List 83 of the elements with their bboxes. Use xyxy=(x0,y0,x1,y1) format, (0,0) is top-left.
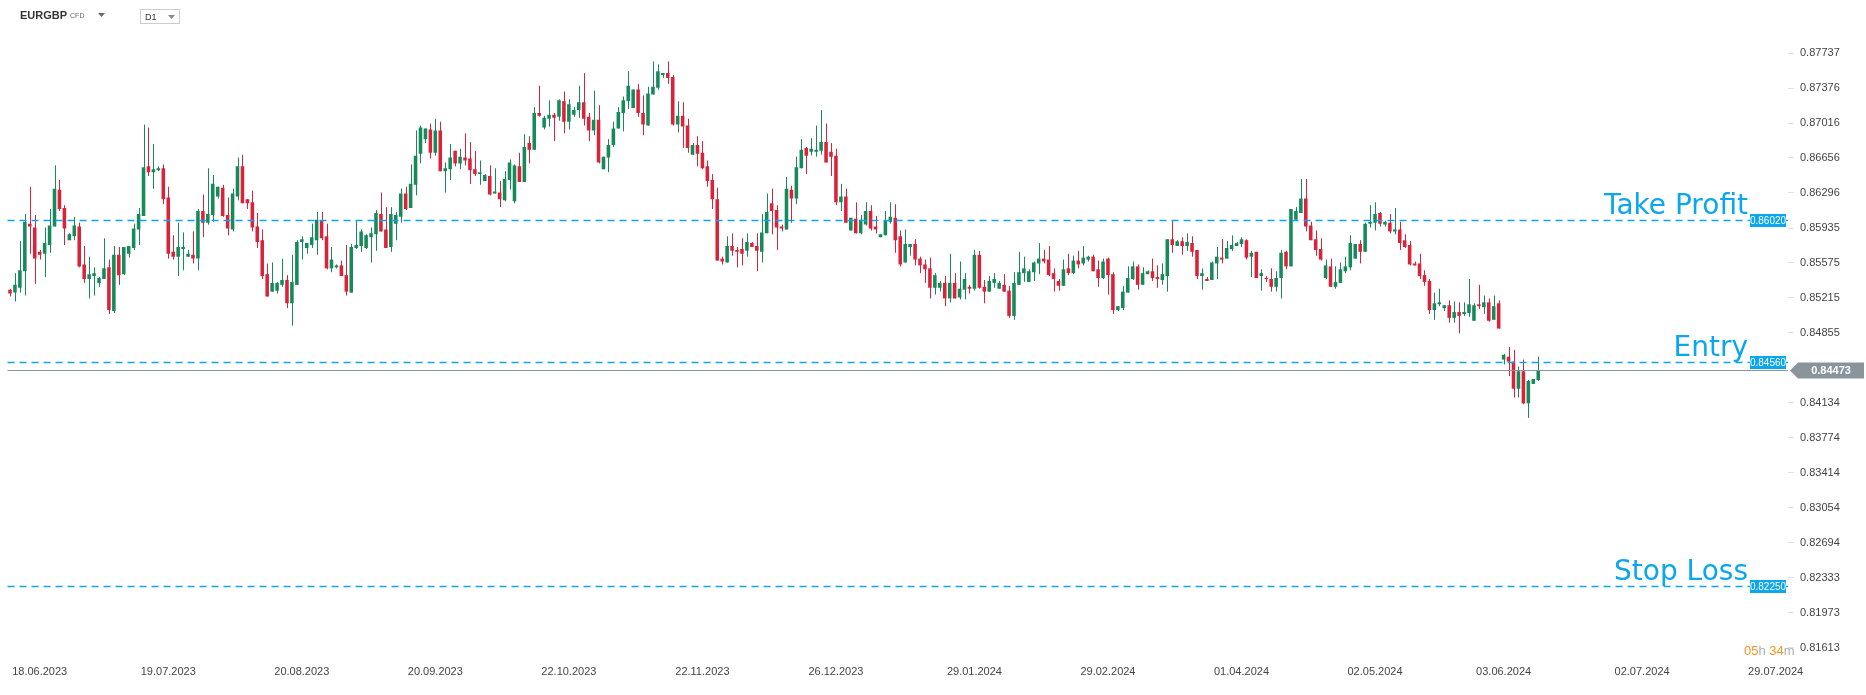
candlestick xyxy=(804,146,809,175)
candlestick xyxy=(759,213,764,263)
annotation: 05h 34m xyxy=(1744,643,1795,658)
candlestick xyxy=(458,148,462,170)
y-tick-label: 0.83414 xyxy=(1800,465,1840,478)
x-tick-label: 19.07.2023 xyxy=(140,665,196,678)
y-tick-label: 0.86296 xyxy=(1800,185,1840,198)
y-tick-label: 0.87737 xyxy=(1800,46,1840,59)
candlestick xyxy=(725,235,729,263)
candlestick xyxy=(28,186,32,255)
candlestick xyxy=(636,83,640,118)
x-tick-label: 29.07.2024 xyxy=(1748,665,1804,678)
y-tick-label: 0.85935 xyxy=(1800,221,1840,234)
x-tick-label: 29.02.2024 xyxy=(1080,665,1136,678)
y-tick-label: 0.87016 xyxy=(1800,116,1840,129)
y-tick-label: 0.84855 xyxy=(1800,325,1840,338)
ref-line-label: 0.86020 xyxy=(1749,214,1787,226)
x-tick-label: 20.08.2023 xyxy=(274,665,330,678)
x-tick-label: 02.05.2024 xyxy=(1347,665,1403,678)
candlestick xyxy=(1358,239,1362,264)
candlestick xyxy=(1269,267,1273,293)
candlestick xyxy=(557,98,561,122)
x-tick-label: 03.06.2024 xyxy=(1476,665,1532,678)
candlestick xyxy=(1447,299,1451,324)
y-tick-label: 0.83774 xyxy=(1800,430,1840,443)
candlestick xyxy=(478,160,482,186)
x-tick-label: 01.04.2024 xyxy=(1213,665,1270,678)
candlestick xyxy=(641,94,645,136)
candlestick xyxy=(1482,295,1486,315)
candlestick xyxy=(151,143,156,190)
y-tick-label: 0.84134 xyxy=(1800,395,1840,408)
ref-line-label: 0.82250 xyxy=(1749,580,1787,592)
y-tick-label: 0.81613 xyxy=(1800,640,1840,653)
y-tick-label: 0.83054 xyxy=(1800,500,1840,513)
x-tick-label: 18.06.2023 xyxy=(12,665,68,678)
candlestick xyxy=(117,246,121,286)
candlestick xyxy=(552,112,556,142)
candlestick xyxy=(1536,356,1541,382)
candlestick xyxy=(443,161,448,194)
candlestick xyxy=(1457,301,1461,334)
x-tick-label: 02.07.2024 xyxy=(1614,665,1670,678)
candlestick xyxy=(1393,207,1397,235)
chart-title: EURGBP xyxy=(20,9,68,21)
x-tick-label: 20.09.2023 xyxy=(407,665,463,678)
x-tick-label: 22.10.2023 xyxy=(541,665,597,678)
candlestick xyxy=(1477,284,1481,310)
candlestick xyxy=(839,183,843,212)
candlestick xyxy=(1170,220,1175,254)
candlestick xyxy=(1259,268,1264,292)
candlestick xyxy=(562,91,566,134)
candlestick xyxy=(537,85,541,118)
y-tick-label: 0.85575 xyxy=(1800,256,1840,269)
candlestick xyxy=(300,235,304,261)
x-tick-label: 26.12.2023 xyxy=(808,665,864,678)
annotation: Take Profit xyxy=(1602,187,1749,221)
candlestick xyxy=(285,274,289,309)
x-tick-label: 22.11.2023 xyxy=(675,665,730,678)
candlestick xyxy=(201,194,205,238)
annotation: Stop Loss xyxy=(1614,553,1748,587)
candlestick xyxy=(1487,297,1491,323)
candlestick xyxy=(1284,250,1288,270)
candlestick xyxy=(1388,213,1392,234)
annotation: Entry xyxy=(1673,329,1748,363)
candlestick xyxy=(1081,245,1086,266)
candlestick xyxy=(1200,267,1204,291)
candlestick xyxy=(1210,261,1214,281)
ref-line-label: 0.84473 xyxy=(1811,364,1851,377)
candlestick xyxy=(1452,300,1456,324)
y-tick-label: 0.87376 xyxy=(1800,81,1840,94)
candlestick xyxy=(191,230,195,264)
candlestick xyxy=(1274,270,1278,293)
y-tick-label: 0.82333 xyxy=(1800,570,1840,583)
y-tick-label: 0.82694 xyxy=(1800,535,1840,548)
candlestick xyxy=(1101,258,1105,280)
text: D1 xyxy=(145,11,157,22)
candlestick xyxy=(745,232,749,258)
candlestick xyxy=(1214,246,1219,280)
y-tick-label: 0.86656 xyxy=(1800,151,1840,164)
y-tick-label: 0.85215 xyxy=(1800,290,1840,303)
x-tick-label: 29.01.2024 xyxy=(946,665,1002,678)
candlestick xyxy=(1397,221,1402,251)
y-tick-label: 0.81973 xyxy=(1800,605,1840,618)
ref-line-label: 0.84560 xyxy=(1749,356,1787,368)
